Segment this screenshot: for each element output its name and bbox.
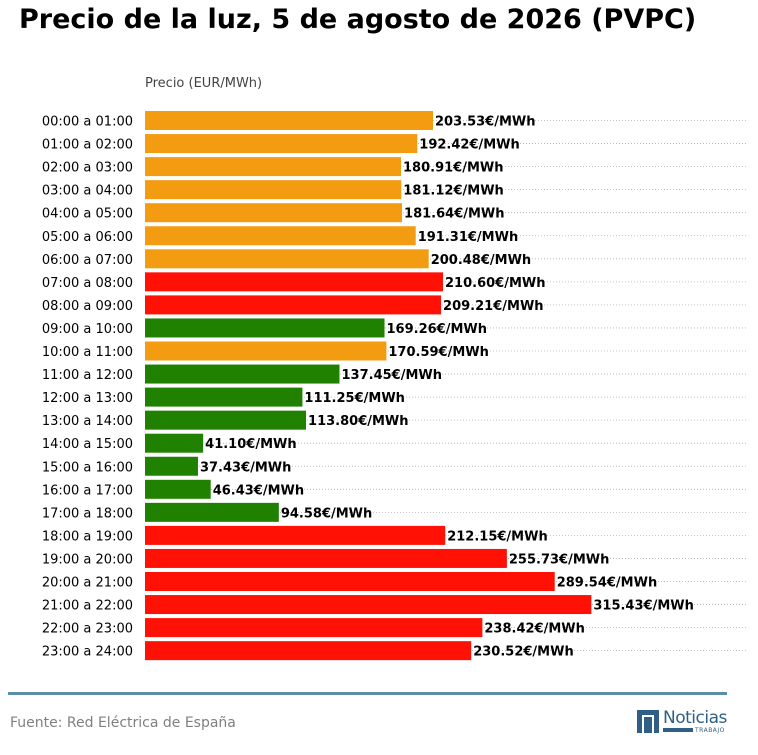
category-label: 18:00 a 19:00 bbox=[42, 529, 133, 544]
bar bbox=[145, 525, 446, 545]
category-label: 06:00 a 07:00 bbox=[42, 253, 133, 268]
bar bbox=[145, 180, 402, 200]
category-label: 00:00 a 01:00 bbox=[42, 115, 133, 130]
value-label: 181.12€/MWh bbox=[403, 184, 504, 199]
bar bbox=[145, 618, 483, 638]
value-label: 94.58€/MWh bbox=[281, 506, 372, 521]
value-label: 209.21€/MWh bbox=[443, 299, 544, 314]
value-label: 315.43€/MWh bbox=[593, 599, 694, 614]
value-label: 255.73€/MWh bbox=[509, 552, 610, 567]
bar bbox=[145, 387, 303, 407]
value-label: 192.42€/MWh bbox=[419, 138, 520, 153]
value-label: 181.64€/MWh bbox=[404, 207, 505, 222]
value-label: 180.91€/MWh bbox=[403, 161, 504, 176]
bar bbox=[145, 410, 307, 430]
bar bbox=[145, 272, 444, 292]
bar bbox=[145, 433, 204, 453]
category-label: 10:00 a 11:00 bbox=[42, 345, 133, 360]
category-label: 16:00 a 17:00 bbox=[42, 483, 133, 498]
bar bbox=[145, 341, 387, 361]
value-label: 41.10€/MWh bbox=[205, 437, 296, 452]
bar bbox=[145, 226, 416, 246]
bar bbox=[145, 548, 507, 568]
value-label: 191.31€/MWh bbox=[418, 230, 519, 245]
category-label: 11:00 a 12:00 bbox=[42, 368, 133, 383]
category-label: 19:00 a 20:00 bbox=[42, 552, 133, 567]
bar bbox=[145, 249, 429, 269]
value-label: 170.59€/MWh bbox=[388, 345, 489, 360]
category-label: 02:00 a 03:00 bbox=[42, 161, 133, 176]
logo-underline bbox=[663, 728, 693, 732]
category-label: 21:00 a 22:00 bbox=[42, 599, 133, 614]
category-label: 05:00 a 06:00 bbox=[42, 230, 133, 245]
bar bbox=[145, 111, 434, 130]
logo-subtitle: TRABAJO bbox=[695, 727, 725, 734]
category-labels: 00:00 a 01:00 01:00 a 02:00 02:00 a 03:00 0… bbox=[42, 115, 133, 660]
category-label: 13:00 a 14:00 bbox=[42, 414, 133, 429]
category-label: 14:00 a 15:00 bbox=[42, 437, 133, 452]
bar bbox=[145, 134, 418, 154]
category-label: 12:00 a 13:00 bbox=[42, 391, 133, 406]
category-label: 23:00 a 24:00 bbox=[42, 645, 133, 660]
category-label: 17:00 a 18:00 bbox=[42, 506, 133, 521]
bar bbox=[145, 572, 555, 591]
logo-wordmark: Noticias bbox=[663, 708, 727, 728]
category-label: 04:00 a 05:00 bbox=[42, 207, 133, 222]
value-label: 200.48€/MWh bbox=[431, 253, 531, 268]
category-label: 08:00 a 09:00 bbox=[42, 299, 133, 314]
value-label: 203.53€/MWh bbox=[435, 115, 535, 130]
brand-logo[interactable]: Noticias TRABAJO bbox=[637, 708, 729, 736]
category-label: 03:00 a 04:00 bbox=[42, 184, 133, 199]
category-label: 09:00 a 10:00 bbox=[42, 322, 133, 337]
value-label: 169.26€/MWh bbox=[387, 322, 488, 337]
category-label: 22:00 a 23:00 bbox=[42, 622, 133, 637]
bar bbox=[145, 157, 402, 177]
value-label: 238.42€/MWh bbox=[484, 622, 585, 637]
bar bbox=[145, 295, 442, 315]
category-label: 07:00 a 08:00 bbox=[42, 276, 133, 291]
bar bbox=[145, 318, 385, 338]
bar bbox=[145, 479, 211, 499]
category-label: 20:00 a 21:00 bbox=[42, 576, 133, 591]
bars-group bbox=[145, 111, 592, 661]
bar bbox=[145, 203, 403, 223]
value-label: 289.54€/MWh bbox=[557, 576, 658, 591]
chart-title: Precio de la luz, 5 de agosto de 2026 (P… bbox=[19, 4, 697, 35]
value-label: 111.25€/MWh bbox=[304, 391, 405, 406]
bar bbox=[145, 456, 198, 476]
gridlines bbox=[145, 120, 748, 652]
value-label: 137.45€/MWh bbox=[342, 368, 443, 383]
footer-divider bbox=[8, 692, 727, 695]
category-label: 01:00 a 02:00 bbox=[42, 138, 133, 153]
value-label: 113.80€/MWh bbox=[308, 414, 409, 429]
bar bbox=[145, 364, 340, 384]
logo-mark-icon bbox=[637, 710, 659, 733]
bar bbox=[145, 595, 592, 615]
value-label: 230.52€/MWh bbox=[473, 645, 574, 660]
value-label: 37.43€/MWh bbox=[200, 460, 291, 475]
value-label: 212.15€/MWh bbox=[447, 529, 548, 544]
value-labels: 203.53€/MWh 192.42€/MWh 180.91€/MWh 181.12€… bbox=[200, 115, 694, 660]
category-label: 15:00 a 16:00 bbox=[42, 460, 133, 475]
axis-label: Precio (EUR/MWh) bbox=[145, 76, 262, 91]
bar-chart: Precio (EUR/MWh) 00:00 a 01:00 01:00 a 02… bbox=[42, 76, 748, 661]
value-label: 46.43€/MWh bbox=[213, 483, 304, 498]
value-label: 210.60€/MWh bbox=[445, 276, 545, 291]
bar bbox=[145, 502, 279, 522]
source-note: Fuente: Red Eléctrica de España bbox=[10, 715, 236, 731]
bar bbox=[145, 641, 472, 661]
